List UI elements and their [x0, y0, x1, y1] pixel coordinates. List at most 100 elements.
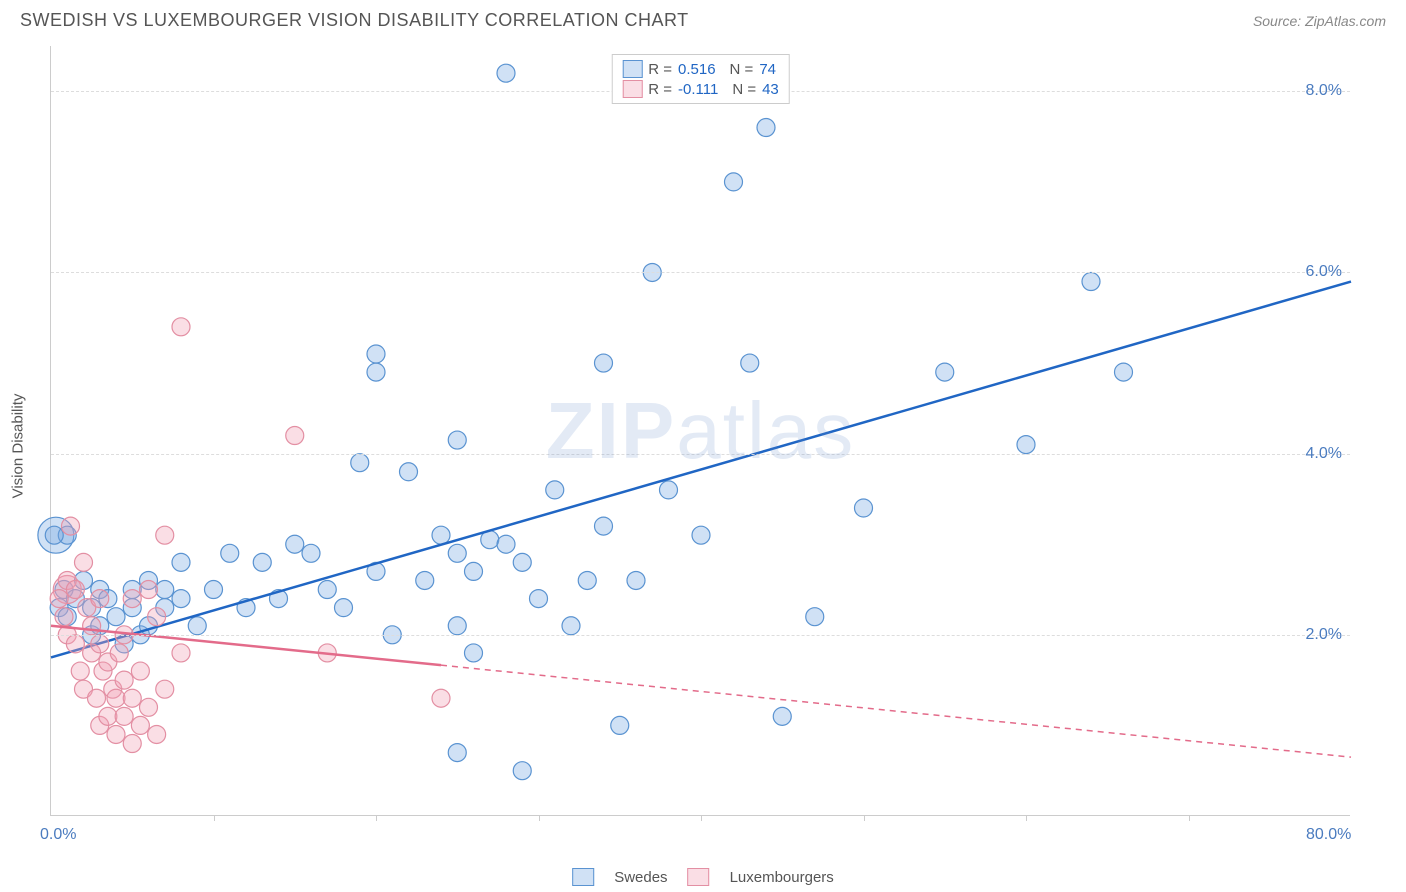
r-label: R =	[648, 61, 672, 78]
legend-row-luxembourgers: R = -0.111 N = 43	[622, 79, 779, 99]
scatter-point	[50, 590, 68, 608]
y-axis-label: Vision Disability	[10, 394, 27, 499]
scatter-point	[123, 689, 141, 707]
scatter-point	[562, 617, 580, 635]
scatter-point	[253, 553, 271, 571]
scatter-point	[806, 608, 824, 626]
y-tick-label: 6.0%	[1306, 263, 1342, 281]
scatter-point	[91, 635, 109, 653]
scatter-point	[286, 427, 304, 445]
scatter-point	[188, 617, 206, 635]
n-label: N =	[732, 81, 756, 98]
gridline	[51, 635, 1350, 636]
x-label-right: 80.0%	[1306, 826, 1351, 844]
scatter-point	[172, 318, 190, 336]
scatter-svg	[51, 46, 1350, 815]
swatch-swedes	[622, 60, 642, 78]
series-legend: Swedes Luxembourgers	[572, 868, 834, 886]
x-tick-mark	[864, 815, 865, 821]
scatter-point	[335, 599, 353, 617]
scatter-point	[221, 544, 239, 562]
scatter-point	[318, 581, 336, 599]
scatter-point	[148, 608, 166, 626]
x-tick-mark	[214, 815, 215, 821]
scatter-point	[107, 608, 125, 626]
y-tick-label: 8.0%	[1306, 82, 1342, 100]
x-tick-mark	[701, 815, 702, 821]
swatch-swedes	[572, 868, 594, 886]
gridline	[51, 454, 1350, 455]
gridline	[51, 272, 1350, 273]
scatter-point	[855, 499, 873, 517]
scatter-point	[448, 744, 466, 762]
scatter-point	[367, 345, 385, 363]
scatter-point	[692, 526, 710, 544]
scatter-point	[627, 571, 645, 589]
scatter-point	[448, 617, 466, 635]
chart-plot-area: ZIPatlas R = 0.516 N = 74 R = -0.111 N =…	[50, 46, 1350, 816]
scatter-point	[156, 526, 174, 544]
regression-line-dashed	[441, 665, 1351, 757]
x-tick-mark	[539, 815, 540, 821]
correlation-legend: R = 0.516 N = 74 R = -0.111 N = 43	[611, 54, 790, 104]
scatter-point	[1082, 273, 1100, 291]
scatter-point	[1017, 436, 1035, 454]
legend-row-swedes: R = 0.516 N = 74	[622, 59, 779, 79]
scatter-point	[448, 544, 466, 562]
scatter-point	[302, 544, 320, 562]
scatter-point	[432, 689, 450, 707]
scatter-point	[172, 553, 190, 571]
scatter-point	[131, 716, 149, 734]
scatter-point	[936, 363, 954, 381]
swatch-luxembourgers	[688, 868, 710, 886]
scatter-point	[595, 354, 613, 372]
scatter-point	[513, 553, 531, 571]
scatter-point	[757, 119, 775, 137]
scatter-point	[115, 671, 133, 689]
scatter-point	[497, 535, 515, 553]
scatter-point	[107, 725, 125, 743]
scatter-point	[115, 707, 133, 725]
scatter-point	[156, 680, 174, 698]
scatter-point	[156, 581, 174, 599]
scatter-point	[465, 562, 483, 580]
x-tick-mark	[1026, 815, 1027, 821]
scatter-point	[99, 707, 117, 725]
scatter-point	[148, 725, 166, 743]
scatter-point	[91, 590, 109, 608]
scatter-point	[107, 689, 125, 707]
legend-label-luxembourgers: Luxembourgers	[730, 869, 834, 886]
scatter-point	[400, 463, 418, 481]
scatter-point	[497, 64, 515, 82]
scatter-point	[611, 716, 629, 734]
scatter-point	[351, 454, 369, 472]
scatter-point	[123, 590, 141, 608]
chart-title: SWEDISH VS LUXEMBOURGER VISION DISABILIT…	[20, 10, 689, 31]
scatter-point	[140, 698, 158, 716]
r-label: R =	[648, 81, 672, 98]
scatter-point	[88, 689, 106, 707]
r-value-swedes: 0.516	[678, 61, 716, 78]
scatter-point	[773, 707, 791, 725]
x-label-left: 0.0%	[40, 826, 76, 844]
scatter-point	[286, 535, 304, 553]
scatter-point	[741, 354, 759, 372]
scatter-point	[432, 526, 450, 544]
scatter-point	[45, 526, 63, 544]
legend-label-swedes: Swedes	[614, 869, 667, 886]
r-value-luxembourgers: -0.111	[678, 81, 718, 98]
scatter-point	[172, 590, 190, 608]
y-tick-label: 4.0%	[1306, 445, 1342, 463]
scatter-point	[660, 481, 678, 499]
swatch-luxembourgers	[622, 80, 642, 98]
scatter-point	[578, 571, 596, 589]
x-tick-mark	[376, 815, 377, 821]
scatter-point	[448, 431, 466, 449]
scatter-point	[1115, 363, 1133, 381]
scatter-point	[595, 517, 613, 535]
scatter-point	[110, 644, 128, 662]
n-label: N =	[730, 61, 754, 78]
scatter-point	[367, 363, 385, 381]
scatter-point	[465, 644, 483, 662]
scatter-point	[66, 635, 84, 653]
